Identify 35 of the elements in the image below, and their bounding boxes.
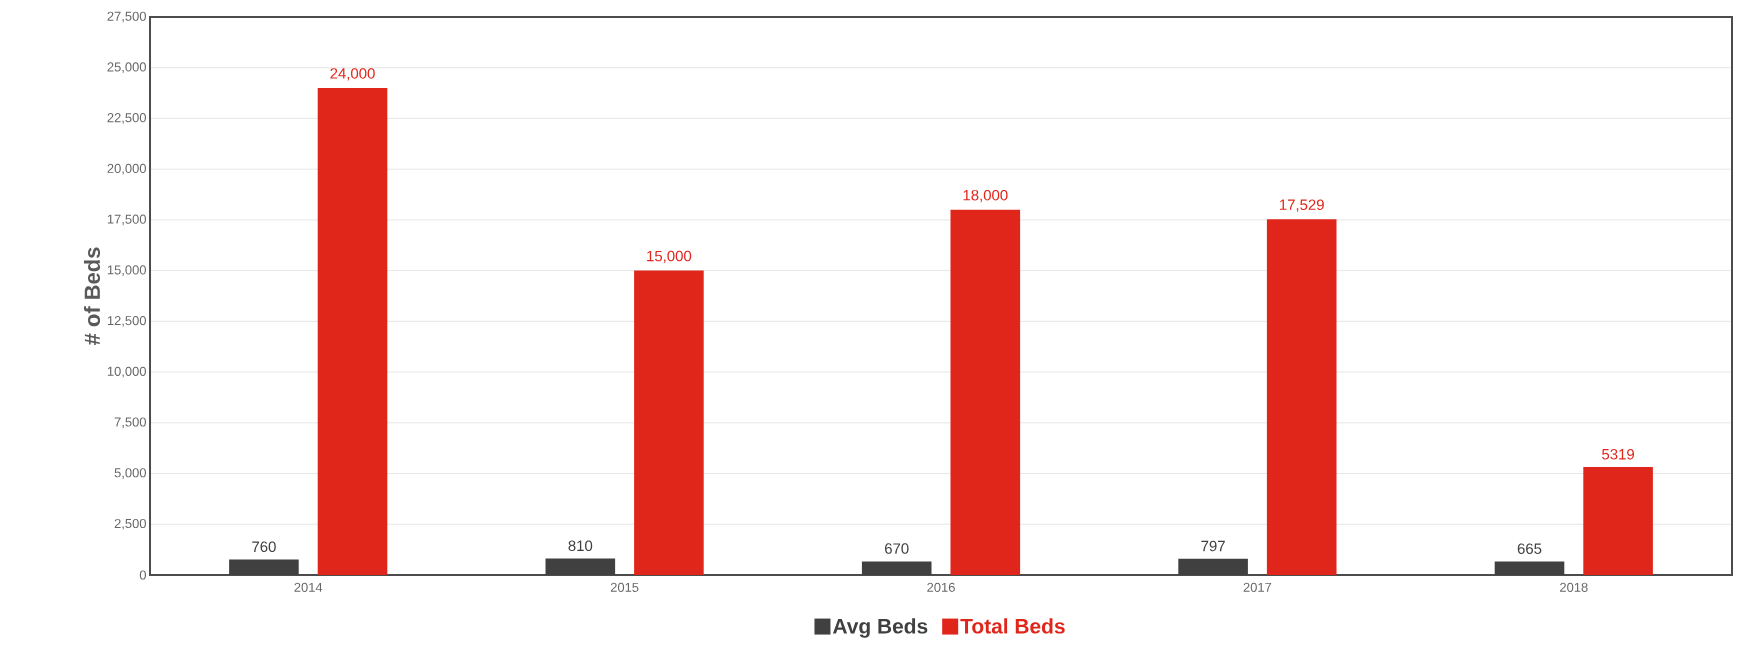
y-tick-label: 10,000: [107, 366, 146, 378]
data-label: 670: [885, 543, 909, 554]
data-label: 18,000: [963, 189, 1008, 203]
y-tick-label: 2,500: [114, 518, 146, 530]
x-tick-label: 2018: [1560, 582, 1588, 592]
y-tick-label: 25,000: [107, 62, 146, 74]
x-tick-label: 2017: [1243, 582, 1272, 592]
bar: [1266, 219, 1337, 575]
bar: [1583, 467, 1653, 575]
x-tick-label: 2016: [927, 582, 955, 592]
y-axis-title: # of Beds: [83, 247, 101, 345]
x-tick-label: 2014: [294, 582, 323, 592]
y-tick-label: 22,500: [107, 113, 146, 124]
data-label: 17,529: [1279, 199, 1324, 212]
data-label: 5319: [1602, 448, 1634, 460]
y-tick-label: 15,000: [107, 265, 146, 276]
y-tick-label: 7,500: [114, 417, 146, 429]
bar: [317, 88, 388, 575]
data-label: 810: [568, 540, 593, 552]
data-label: 665: [1517, 543, 1542, 554]
bar: [950, 209, 1021, 575]
y-tick-label: 27,500: [107, 11, 146, 23]
legend-label: Avg Beds: [832, 618, 928, 638]
data-label: 24,000: [330, 68, 375, 81]
y-tick-label: 12,500: [107, 315, 146, 327]
y-tick-label: 5,000: [114, 468, 146, 479]
legend-label: Total Beds: [960, 618, 1065, 634]
y-tick-label: 17,500: [107, 214, 146, 226]
data-label: 797: [1201, 540, 1225, 552]
data-label: 15,000: [647, 250, 692, 264]
x-tick-label: 2015: [610, 582, 639, 592]
data-label: 760: [252, 541, 276, 553]
y-tick-label: 0: [139, 570, 146, 580]
bar: [634, 270, 704, 575]
y-tick-label: 20,000: [107, 163, 146, 175]
